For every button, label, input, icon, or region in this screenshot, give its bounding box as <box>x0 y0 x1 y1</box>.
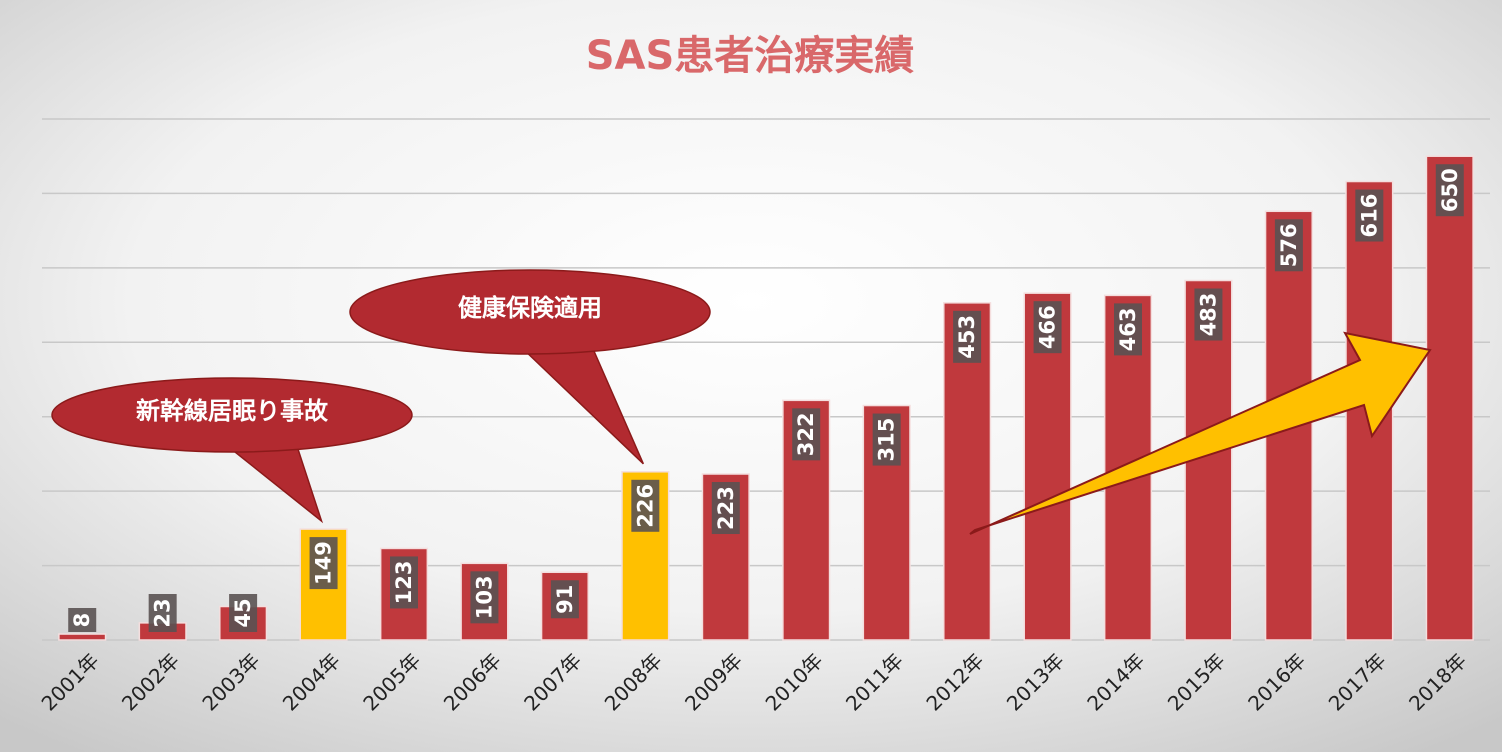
value-label: 466 <box>1036 305 1060 349</box>
value-label-box <box>1435 164 1464 217</box>
value-label-box <box>1033 301 1062 354</box>
value-label-box <box>872 413 901 466</box>
bar <box>1425 155 1474 641</box>
value-label-box <box>148 594 177 632</box>
value-label: 576 <box>1277 223 1301 267</box>
value-label-box <box>1355 189 1384 242</box>
value-label: 322 <box>794 412 818 456</box>
value-label-box <box>792 408 821 461</box>
callout-text: 新幹線居眠り事故 <box>136 397 329 425</box>
bar <box>621 471 670 641</box>
value-label-box <box>390 556 418 609</box>
value-label: 23 <box>151 598 175 627</box>
value-label-box <box>309 537 338 590</box>
value-label: 315 <box>875 418 899 462</box>
value-label-box <box>229 594 258 632</box>
value-label-box <box>631 479 660 532</box>
value-label-box <box>711 482 740 535</box>
value-label-box <box>470 571 499 624</box>
value-label: 483 <box>1196 293 1220 337</box>
value-label-box <box>1114 303 1142 356</box>
value-label: 463 <box>1116 307 1140 351</box>
value-label-box <box>550 580 579 619</box>
trend-arrow <box>969 331 1432 535</box>
value-label: 149 <box>312 541 336 585</box>
value-label: 91 <box>553 585 577 614</box>
value-label-box <box>1194 288 1223 341</box>
value-label-box <box>953 310 982 363</box>
callout-text: 健康保険適用 <box>458 294 602 322</box>
value-label: 123 <box>392 561 416 605</box>
value-label: 8 <box>70 613 94 628</box>
annotations: 新幹線居眠り事故 健康保険適用 <box>51 269 711 524</box>
value-label: 616 <box>1357 194 1381 238</box>
callout <box>349 269 711 355</box>
value-label: 650 <box>1438 168 1462 212</box>
value-label: 45 <box>231 598 255 627</box>
value-label: 453 <box>955 315 979 359</box>
value-label: 103 <box>472 575 496 619</box>
chart-title: SAS患者治療実績 <box>586 33 915 79</box>
value-label-box <box>68 608 97 632</box>
value-label: 226 <box>633 484 657 528</box>
callout <box>51 377 413 453</box>
bar <box>58 633 107 641</box>
callout-joint <box>522 340 586 350</box>
callout-joint <box>227 438 291 448</box>
value-label: 223 <box>714 486 738 530</box>
value-label-box <box>1274 219 1303 272</box>
